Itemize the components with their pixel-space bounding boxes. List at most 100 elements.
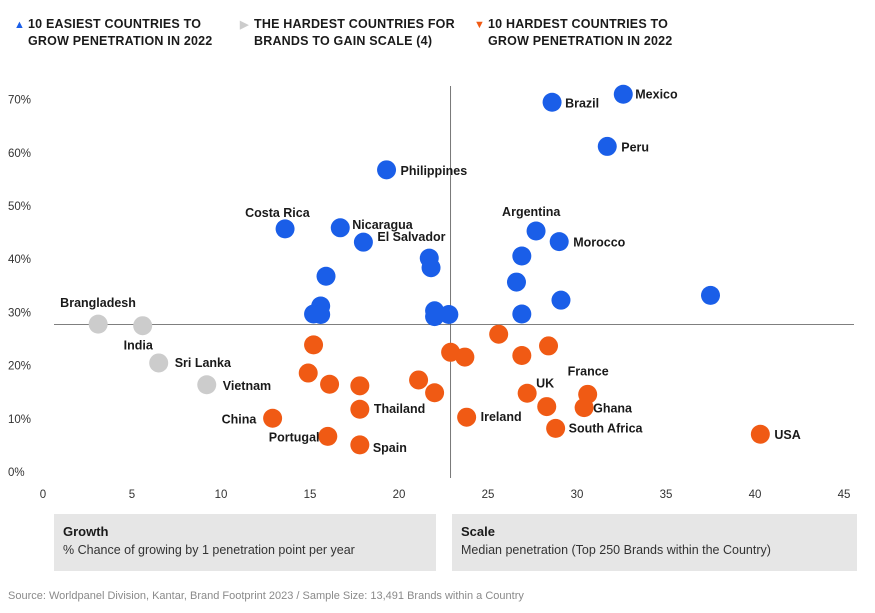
x-tick-label: 20	[393, 489, 406, 501]
point-orange	[574, 398, 594, 418]
growth-axis-title: Growth	[63, 524, 109, 539]
x-tick-label: 30	[571, 489, 584, 501]
point-blue	[701, 285, 720, 305]
point-orange	[263, 408, 283, 428]
point-label: UK	[536, 376, 554, 390]
point-blue	[549, 232, 569, 252]
point-orange	[304, 335, 324, 355]
legend-easiest-line2: GROW PENETRATION IN 2022	[28, 34, 213, 48]
point-orange	[517, 383, 537, 403]
point-blue	[439, 305, 459, 325]
point-label: Sri Lanka	[175, 356, 232, 370]
point-blue	[551, 290, 571, 310]
x-tick-label: 25	[482, 489, 495, 501]
point-blue	[316, 266, 336, 286]
point-orange	[537, 397, 557, 417]
point-label: Peru	[621, 140, 649, 154]
point-orange	[298, 363, 318, 383]
point-label: Costa Rica	[245, 206, 311, 220]
point-orange	[425, 383, 445, 403]
growth-axis-subtitle: % Chance of growing by 1 penetration poi…	[63, 543, 355, 557]
point-blue	[613, 84, 633, 104]
point-blue	[425, 307, 445, 327]
point-label: France	[568, 364, 609, 378]
legend-scale-line2: BRANDS TO GAIN SCALE (4)	[254, 34, 433, 48]
point-orange	[457, 407, 477, 427]
point-label: Nicaragua	[352, 218, 413, 232]
y-tick-label: 10%	[8, 414, 31, 426]
point-orange	[350, 435, 370, 455]
x-tick-label: 40	[749, 489, 762, 501]
point-label: Brazil	[565, 96, 599, 110]
point-grey	[88, 314, 108, 334]
y-tick-label: 60%	[8, 148, 31, 160]
scatter-chart: 0% 10% 20% 30% 40% 50% 60% 70% 0 5 10 15 20 25 30 35 40 4…	[8, 84, 854, 501]
y-tick-label: 70%	[8, 95, 31, 107]
triangle-down-icon: ▼	[474, 19, 486, 31]
point-orange	[318, 426, 338, 446]
scale-axis-box: Scale Median penetration (Top 250 Brands…	[452, 514, 857, 571]
x-tick-label: 5	[129, 489, 135, 501]
point-label: China	[222, 412, 258, 426]
legend-hardest-line1: 10 HARDEST COUNTRIES TO	[488, 17, 669, 31]
scale-axis-title: Scale	[461, 524, 495, 539]
triangle-up-icon: ▲	[14, 19, 26, 31]
point-grey	[149, 353, 169, 373]
point-label: India	[124, 339, 154, 353]
legend-hardest-line2: GROW PENETRATION IN 2022	[488, 34, 673, 48]
point-blue	[275, 219, 295, 239]
point-label: Vietnam	[223, 379, 271, 393]
x-tick-label: 10	[215, 489, 228, 501]
point-grey	[133, 316, 153, 336]
point-orange	[539, 336, 559, 356]
point-label: Mexico	[635, 87, 678, 101]
y-tick-label: 0%	[8, 467, 25, 479]
point-orange	[350, 399, 370, 419]
point-label: Ghana	[593, 402, 633, 416]
legend-scale-line1: THE HARDEST COUNTRIES FOR	[254, 17, 455, 31]
point-label: Philippines	[401, 164, 468, 178]
point-blue	[421, 258, 441, 278]
x-tick-label: 35	[660, 489, 673, 501]
y-tick-label: 20%	[8, 361, 31, 373]
legend-easiest-line1: 10 EASIEST COUNTRIES TO	[28, 17, 202, 31]
x-tick-label: 45	[838, 489, 851, 501]
chart-legend: ▲ 10 EASIEST COUNTRIES TO GROW PENETRATIO…	[14, 16, 874, 56]
point-label: El Salvador	[377, 230, 445, 244]
y-tick-label: 50%	[8, 201, 31, 213]
point-orange	[350, 376, 370, 396]
scale-axis-subtitle: Median penetration (Top 250 Brands withi…	[461, 543, 771, 557]
growth-axis-box: Growth % Chance of growing by 1 penetrat…	[54, 514, 436, 571]
y-tick-label: 30%	[8, 307, 31, 319]
point-label: USA	[774, 428, 800, 442]
point-blue	[330, 218, 350, 238]
x-tick-label: 15	[304, 489, 317, 501]
point-blue	[512, 246, 532, 266]
point-label: Portugal	[269, 430, 320, 444]
point-orange	[750, 424, 770, 444]
point-blue	[311, 305, 331, 325]
point-orange	[455, 347, 475, 367]
point-blue	[512, 304, 532, 324]
point-label: South Africa	[569, 421, 644, 435]
point-label: Morocco	[573, 236, 625, 250]
point-orange	[409, 370, 429, 390]
point-label: Ireland	[481, 410, 522, 424]
x-tick-label: 0	[40, 489, 46, 501]
point-label: Thailand	[374, 402, 425, 416]
point-grey	[197, 375, 217, 395]
point-orange	[320, 374, 340, 394]
point-label: Brangladesh	[60, 296, 136, 310]
point-orange	[489, 324, 509, 344]
point-blue	[506, 272, 526, 292]
point-orange	[546, 418, 566, 438]
y-tick-label: 40%	[8, 254, 31, 266]
point-label: Spain	[373, 441, 407, 455]
point-blue	[353, 232, 373, 252]
point-blue	[377, 160, 397, 180]
point-blue	[542, 92, 562, 112]
source-note: Source: Worldpanel Division, Kantar, Bra…	[8, 590, 524, 602]
triangle-right-icon: ▶	[240, 19, 249, 31]
point-orange	[512, 345, 532, 365]
point-label: Argentina	[502, 205, 561, 219]
